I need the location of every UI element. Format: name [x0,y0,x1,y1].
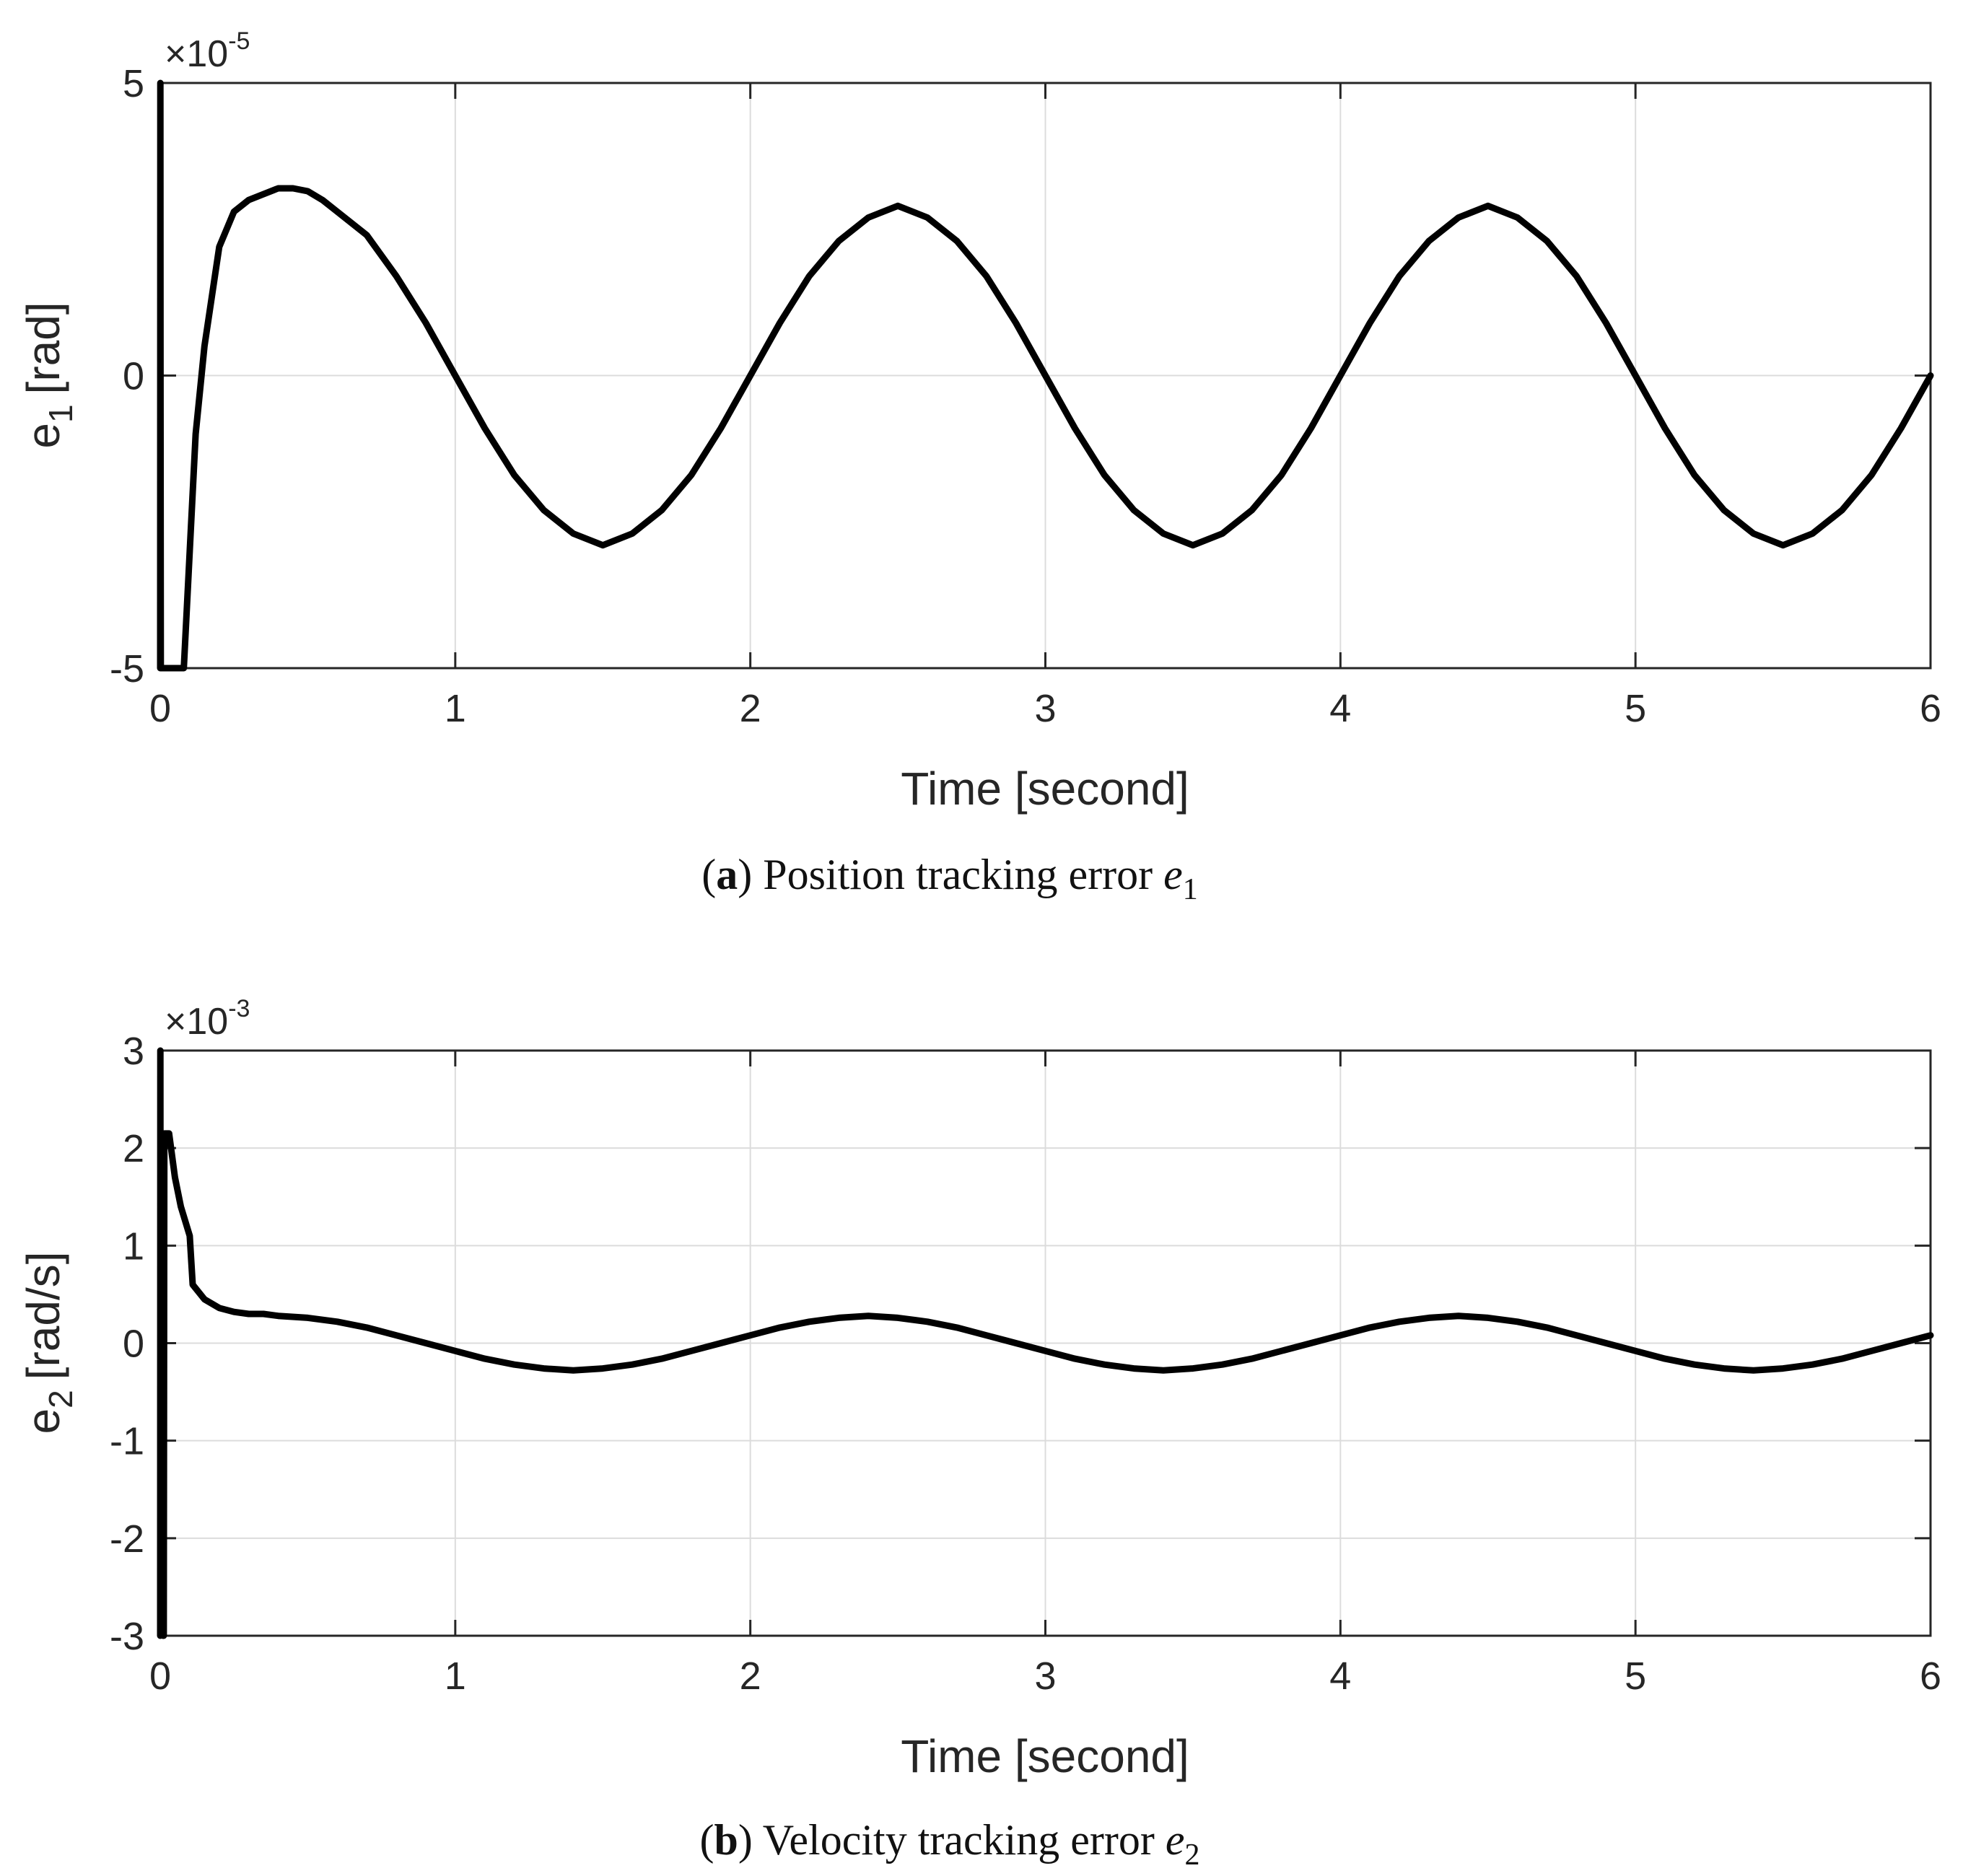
panel-a-caption-sub: 1 [1183,873,1198,906]
y-tick-label: 2 [123,1127,144,1170]
x-tick-label: 2 [740,687,761,730]
x-tick-label: 1 [445,1654,466,1698]
panel-a-caption-open: ( [701,851,716,898]
panel-a-ylabel-unit: [rad] [17,302,69,394]
panel-b-ylabel-unit: [rad/s] [17,1251,69,1380]
panel-a-tick-labels: 0 1 2 3 4 5 6-505 [110,62,1941,730]
series-line-e1 [157,79,1934,672]
panel-a-ylabel-base: e [17,423,69,449]
y-tick-label: 0 [123,1323,144,1366]
y-tick-label: -1 [110,1420,144,1463]
panel-b-caption-close: ) [738,1816,763,1864]
x-tick-label: 0 [149,1654,171,1698]
panel-a-exponent-power: -5 [228,27,250,55]
x-tick-label: 6 [1920,687,1941,730]
x-tick-label: 1 [445,687,466,730]
panel-a-ylabel-sub: 1 [42,404,79,423]
panel-a-exponent-prefix: ×10 [165,33,228,75]
x-tick-label: 5 [1625,687,1646,730]
panel-b-ylabel-sub: 2 [42,1390,79,1408]
y-tick-label: 0 [123,355,144,398]
x-tick-label: 4 [1329,1654,1351,1698]
y-tick-label: 5 [123,62,144,105]
panel-b-ylabel-base: e [17,1408,69,1434]
panel-b-exponent-power: -3 [228,995,250,1022]
panel-b-caption-var: e [1166,1816,1185,1864]
x-tick-label: 4 [1329,687,1351,730]
panel-a-caption-var: e [1163,851,1183,898]
panel-b-ylabel: e2 [rad/s] [17,1251,79,1434]
y-tick-label: 3 [123,1030,144,1073]
y-tick-label: -5 [110,647,144,691]
x-tick-label: 0 [149,687,171,730]
panel-a-series [157,79,1934,672]
y-tick-label: -2 [110,1517,144,1561]
panel-b-grid [160,1051,1931,1636]
panel-b-exponent: ×10-3 [165,995,250,1043]
panel-a-caption: (a) Position tracking error e1 [701,851,1198,906]
panel-a-exponent: ×10-5 [165,27,250,75]
panel-b-caption-letter: b [714,1816,738,1864]
panel-b-exponent-prefix: ×10 [165,1001,228,1043]
series-line-e2 [157,1047,1934,1639]
panel-a-caption-close: ) [738,851,763,898]
panel-b-caption-open: ( [699,1816,714,1864]
x-tick-label: 6 [1920,1654,1941,1698]
panel-b-caption-text: Velocity tracking error [763,1816,1155,1864]
panel-a-ylabel: e1 [rad] [17,302,79,448]
panel-a-caption-letter: a [716,851,738,898]
panel-a-caption-text: Position tracking error [763,851,1153,898]
panel-b-xlabel: Time [second] [901,1730,1189,1782]
panel-b-series [157,1047,1934,1639]
panel-a-position-error: 0 1 2 3 4 5 6-505 ×10-5 Time [second] e1[rad] … [17,27,1941,906]
panel-b-tick-labels: 0 1 2 3 4 5 6 -3 -2 -1 0 1 2 3 [110,1030,1941,1698]
y-tick-label: -3 [110,1615,144,1658]
y-tick-label: 1 [123,1224,144,1268]
panel-a-xlabel: Time [second] [901,763,1189,815]
x-tick-label: 3 [1034,687,1056,730]
panel-b-caption: (b) Velocity tracking error e2 [699,1816,1199,1872]
x-tick-label: 2 [740,1654,761,1698]
x-tick-label: 3 [1034,1654,1056,1698]
panel-b-caption-sub: 2 [1185,1838,1200,1872]
x-tick-label: 5 [1625,1654,1646,1698]
